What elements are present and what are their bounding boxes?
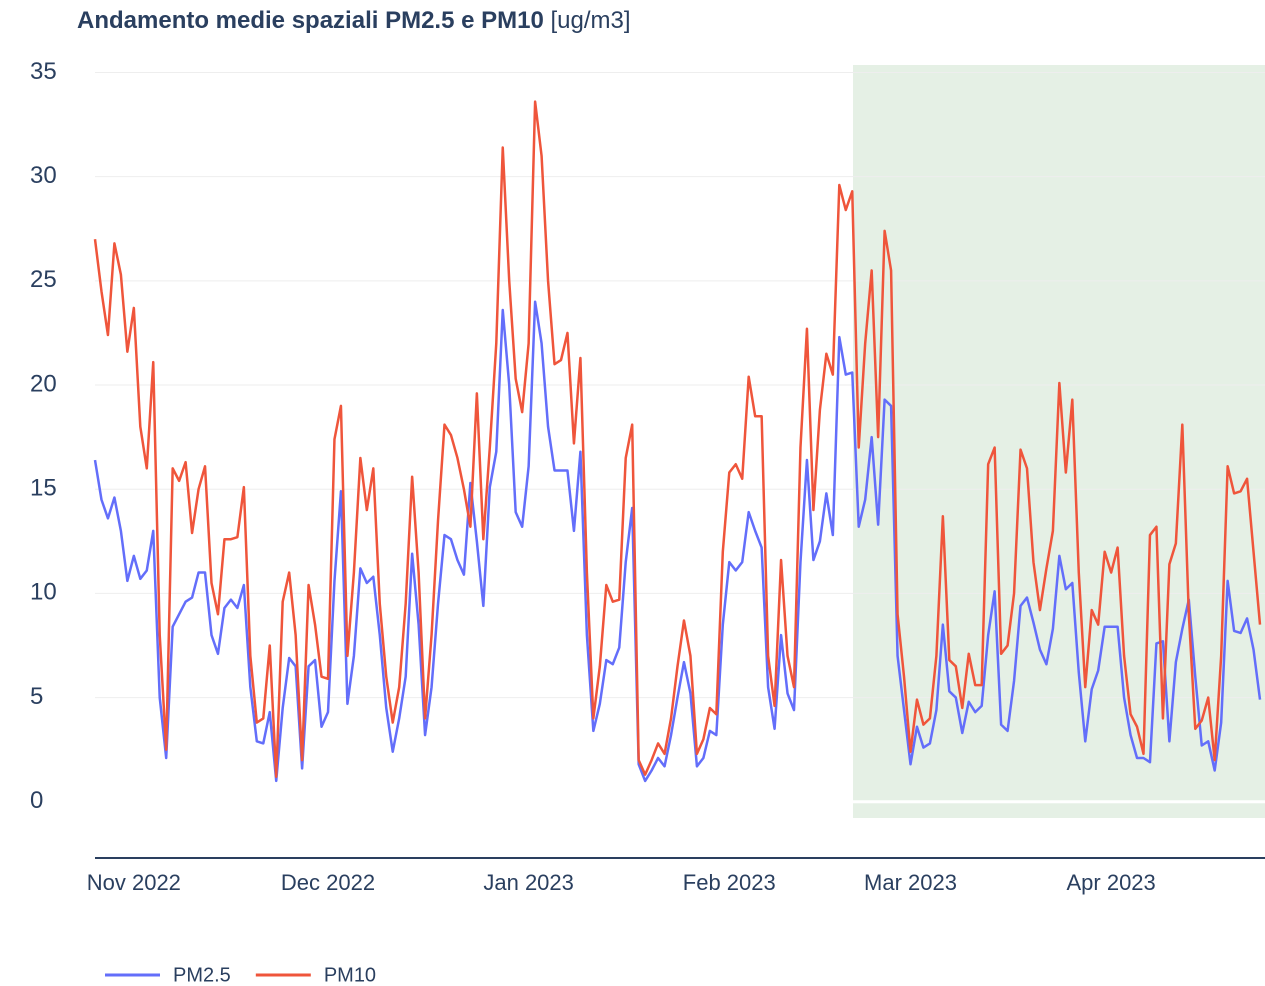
series-line bbox=[93, 300, 1262, 783]
y-tick-label: 0 bbox=[30, 787, 43, 814]
x-tick-label: Apr 2023 bbox=[1066, 870, 1155, 895]
grid bbox=[95, 72, 1265, 804]
x-tick-label: Nov 2022 bbox=[87, 870, 181, 895]
y-tick-label: 15 bbox=[30, 475, 57, 502]
x-tick-label: Dec 2022 bbox=[281, 870, 375, 895]
legend-label: PM10 bbox=[324, 964, 376, 986]
y-tick-label: 35 bbox=[30, 58, 57, 85]
y-tick-label: 10 bbox=[30, 579, 57, 606]
series-line bbox=[93, 100, 1262, 778]
title-main: Andamento medie spaziali PM2.5 e PM10 bbox=[77, 7, 544, 34]
highlight-region bbox=[853, 65, 1265, 818]
y-tick-label: 5 bbox=[30, 683, 43, 710]
y-tick-label: 25 bbox=[30, 266, 57, 293]
chart-title: Andamento medie spaziali PM2.5 e PM10 [u… bbox=[77, 7, 631, 34]
title-units: [ug/m3] bbox=[551, 7, 631, 34]
legend-label: PM2.5 bbox=[173, 964, 231, 986]
x-tick-label: Jan 2023 bbox=[483, 870, 574, 895]
y-tick-label: 20 bbox=[30, 370, 57, 397]
y-tick-label: 30 bbox=[30, 162, 57, 189]
x-tick-label: Feb 2023 bbox=[683, 870, 776, 895]
x-tick-label: Mar 2023 bbox=[864, 870, 957, 895]
